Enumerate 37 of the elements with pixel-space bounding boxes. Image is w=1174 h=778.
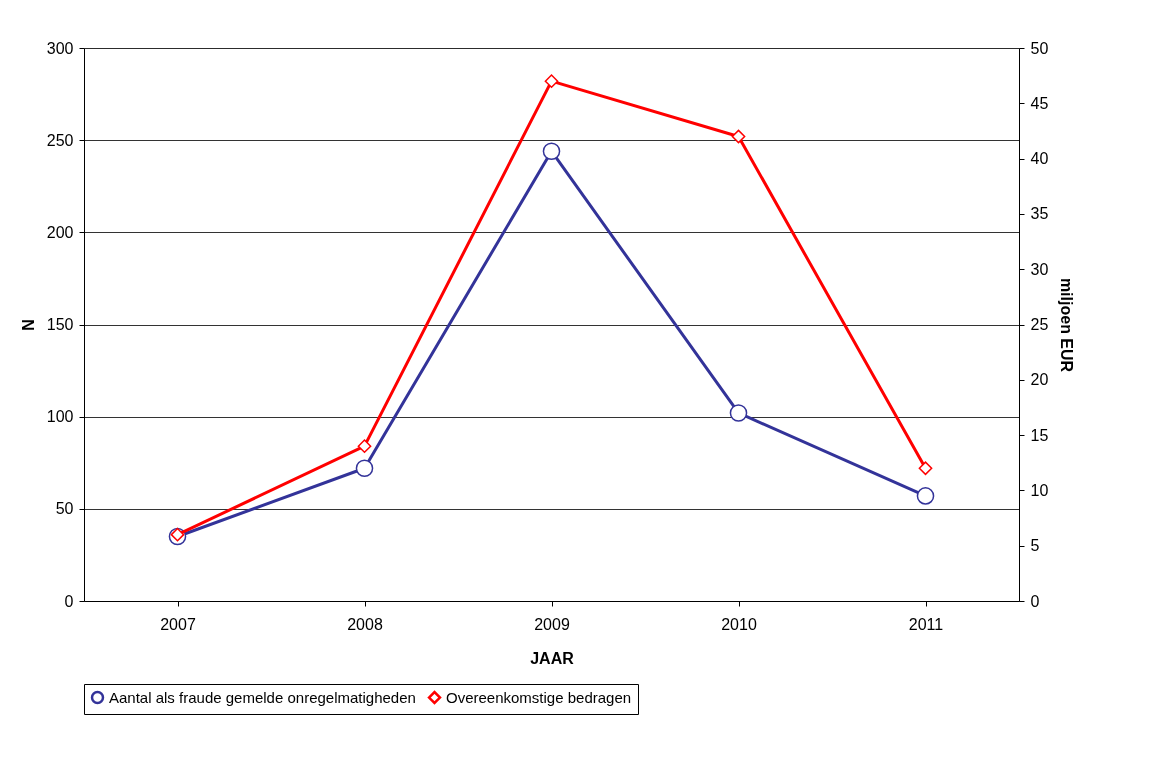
- y-axis-title: N: [19, 319, 37, 331]
- y-tick-label: 300: [46, 39, 74, 57]
- point: [544, 74, 559, 89]
- y-tick-label: 50: [55, 500, 74, 518]
- y2-axis-title: miljoen EUR: [1058, 277, 1076, 373]
- x-tick-label: 2007: [160, 615, 196, 633]
- x-tick-label: 2009: [534, 615, 570, 633]
- x-tick-label: 2010: [721, 615, 757, 633]
- y2-tick-label: 45: [1030, 94, 1049, 112]
- y-tick-label: 200: [46, 223, 74, 241]
- y2-tick-label: 20: [1030, 371, 1049, 389]
- x-axis-title: JAAR: [530, 649, 575, 667]
- point: [170, 527, 185, 542]
- y-tick-label: 100: [46, 408, 74, 426]
- point: [542, 142, 561, 161]
- point: [916, 487, 935, 505]
- y2-tick-label: 15: [1030, 426, 1049, 444]
- point: [731, 129, 746, 144]
- y2-tick-label: 0: [1030, 592, 1040, 610]
- point: [357, 439, 372, 454]
- point: [729, 404, 748, 422]
- y2-tick-label: 40: [1030, 150, 1049, 168]
- y-tick-label: 150: [46, 316, 74, 333]
- legend-label: Overeenkomstige bedragen: [446, 688, 632, 706]
- point: [355, 459, 374, 478]
- legend-label: Aantal als fraude gemelde onregelmatigheden: [109, 688, 416, 706]
- point: [918, 461, 933, 476]
- y2-tick-label: 35: [1030, 205, 1049, 223]
- y2-tick-label: 25: [1030, 316, 1049, 333]
- y-tick-label: 0: [64, 592, 74, 610]
- y-tick-label: 250: [46, 131, 74, 149]
- y2-tick-label: 5: [1030, 537, 1040, 555]
- y2-tick-label: 30: [1030, 260, 1049, 278]
- y2-tick-label: 50: [1030, 39, 1049, 57]
- y2-tick-label: 10: [1030, 481, 1049, 499]
- x-tick-label: 2011: [908, 615, 944, 633]
- x-tick-label: 2008: [347, 615, 383, 633]
